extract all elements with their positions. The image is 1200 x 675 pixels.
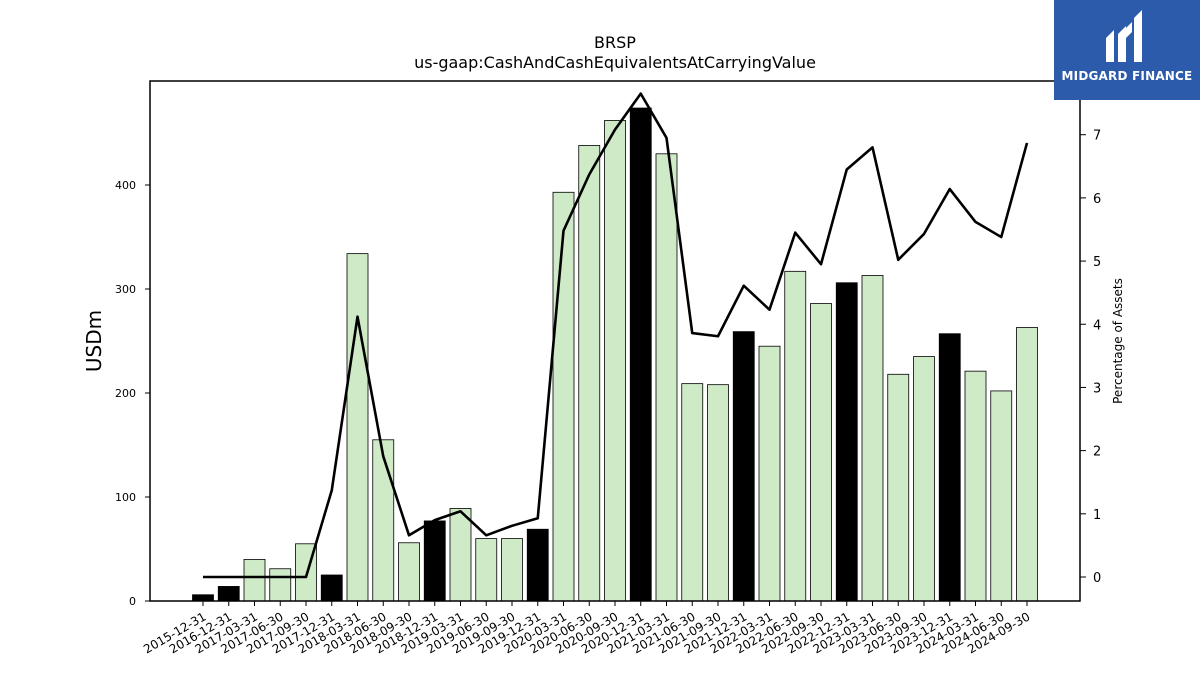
y2-tick-label: 6 <box>1093 192 1101 207</box>
line-group <box>203 92 1029 579</box>
brand-name: MIDGARD FINANCE <box>1061 69 1193 83</box>
bar-2020-06-30 <box>578 145 601 602</box>
bar-2023-12-31 <box>938 333 961 602</box>
bar-2018-12-31 <box>423 520 446 602</box>
bar-2018-09-30 <box>398 542 420 602</box>
bar-2017-06-30 <box>269 568 292 602</box>
bar-2024-09-30 <box>1016 327 1038 602</box>
bar-2019-03-31 <box>449 508 472 602</box>
bar-2021-06-30 <box>681 383 704 602</box>
right-axis: 0 1 2 3 4 5 6 7 <box>1080 129 1101 586</box>
bar-2022-03-31 <box>758 345 781 602</box>
bar-2021-12-31 <box>732 331 755 602</box>
y2-axis-label: Percentage of Assets <box>1111 278 1125 404</box>
y2-tick-label: 5 <box>1093 255 1101 270</box>
y-axis-label: USDm <box>82 310 106 372</box>
chart-subtitle: us-gaap:CashAndCashEquivalentsAtCarrying… <box>414 53 816 72</box>
bar-2022-09-30 <box>810 303 832 602</box>
bar-2015-12-31 <box>192 594 214 602</box>
y-tick-label: 300 <box>115 283 136 296</box>
y-tick-label: 400 <box>115 179 136 192</box>
bar-2023-06-30 <box>887 373 910 602</box>
bar-2020-03-31 <box>552 191 575 602</box>
left-axis: 0 100 200 300 400 <box>115 179 150 608</box>
bar-2016-12-31 <box>217 586 240 602</box>
x-axis: 2015-12-312016-12-312017-03-312017-06-30… <box>141 601 1033 656</box>
y2-tick-label: 1 <box>1093 508 1101 523</box>
y-tick-label: 200 <box>115 387 136 400</box>
y-tick-label: 100 <box>115 491 136 504</box>
bar-2024-06-30 <box>990 390 1013 602</box>
bar-group <box>192 107 1038 602</box>
y2-tick-label: 7 <box>1093 129 1101 144</box>
bar-2018-06-30 <box>372 439 395 602</box>
y2-tick-label: 4 <box>1093 318 1101 333</box>
bar-2019-12-31 <box>526 528 549 602</box>
bar-2019-09-30 <box>501 538 523 602</box>
y2-tick-label: 0 <box>1093 571 1101 586</box>
bar-2020-12-31 <box>629 107 652 602</box>
bar-2023-03-31 <box>861 275 884 602</box>
bar-2018-03-31 <box>346 253 369 602</box>
chart-title: BRSP <box>594 33 636 52</box>
y2-tick-label: 3 <box>1093 381 1101 396</box>
bar-2021-03-31 <box>655 153 678 602</box>
bar-2019-06-30 <box>475 538 498 602</box>
bar-2017-03-31 <box>243 559 266 602</box>
percentage-line <box>203 92 1029 579</box>
bar-2024-03-31 <box>964 370 987 602</box>
bar-2023-09-30 <box>913 356 935 602</box>
y-tick-label: 0 <box>129 595 136 608</box>
y2-tick-label: 2 <box>1093 445 1101 460</box>
bar-2022-06-30 <box>784 270 807 602</box>
brand-logo: MIDGARD FINANCE <box>1054 0 1200 100</box>
bar-2020-09-30 <box>604 120 626 602</box>
bar-2017-12-31 <box>320 574 343 602</box>
brand-mark-icon <box>1106 10 1142 62</box>
bar-2021-09-30 <box>707 384 729 602</box>
bar-2022-12-31 <box>835 282 858 602</box>
